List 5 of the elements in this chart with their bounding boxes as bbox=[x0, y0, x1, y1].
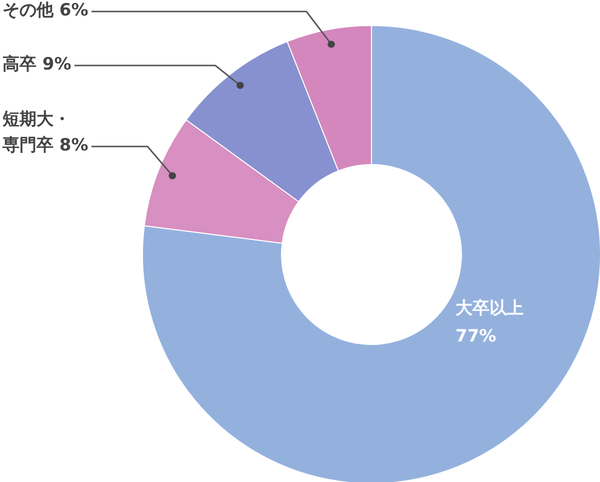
slice-label: 高卒 9% bbox=[2, 54, 72, 74]
slice-label: その他 6% bbox=[2, 0, 88, 20]
slice-label: 大卒以上 bbox=[456, 298, 524, 318]
slice-label: 短期大・専門卒 8% bbox=[2, 110, 88, 156]
data-label: 77% bbox=[456, 326, 496, 346]
